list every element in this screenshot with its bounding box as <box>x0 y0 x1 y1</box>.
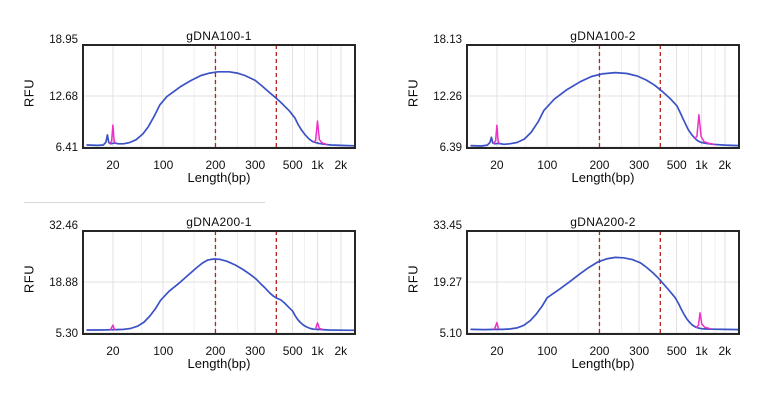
plot-area: 32.46 18.88 5.30 20 100 200 300 500 1k 2k <box>49 220 356 358</box>
panel-gdna200-2: gDNA200-2 RFU 33.45 19.27 5.10 20 100 200 300 5… <box>384 186 768 381</box>
y-tick-label: 32.46 <box>49 220 78 232</box>
upper-marker-peak <box>695 312 712 330</box>
row-separator-line <box>24 202 265 203</box>
y-tick-label: 12.68 <box>49 91 78 103</box>
y-tick-label: 12.26 <box>433 91 462 103</box>
y-tick-label: 18.88 <box>49 277 78 289</box>
x-tick-label: 2k <box>719 344 733 358</box>
x-tick-label: 200 <box>205 344 225 358</box>
y-tick-labels: 33.45 19.27 5.10 <box>433 220 462 340</box>
upper-marker-peak <box>312 120 328 145</box>
y-tick-labels: 18.13 12.26 6.39 <box>433 34 462 154</box>
x-tick-labels: 20 100 200 300 500 1k 2k <box>490 158 732 172</box>
grid-major <box>83 231 355 334</box>
x-axis-label: Length(bp) <box>571 170 635 185</box>
lower-marker-peak <box>109 324 116 331</box>
plot-border <box>82 44 356 149</box>
panel-gdna200-1: gDNA200-1 RFU 32.46 18.88 5.30 20 100 200 300 5… <box>0 186 384 381</box>
grid-major <box>467 45 739 148</box>
plot-border <box>466 44 740 149</box>
y-tick-label: 18.95 <box>49 34 78 46</box>
sample-trace <box>86 258 356 332</box>
x-tick-label: 500 <box>667 344 687 358</box>
x-tick-label: 300 <box>629 344 649 358</box>
grid-minor <box>525 45 716 148</box>
x-axis-label: Length(bp) <box>571 356 635 371</box>
grid-minor <box>141 45 332 148</box>
grid-minor <box>141 231 332 334</box>
sample-trace <box>470 71 740 147</box>
x-tick-label: 1k <box>695 158 709 172</box>
x-tick-label: 200 <box>205 158 225 172</box>
threshold-lines <box>214 45 277 148</box>
x-tick-label: 300 <box>245 158 265 172</box>
x-tick-label: 20 <box>106 158 120 172</box>
x-axis-label: Length(bp) <box>187 356 251 371</box>
x-tick-label: 500 <box>283 158 303 172</box>
plot-area: 18.95 12.68 6.41 20 100 200 300 500 1k 2k <box>49 34 356 172</box>
y-tick-label: 18.13 <box>433 34 462 46</box>
x-tick-label: 100 <box>537 344 557 358</box>
plot-border <box>466 230 740 335</box>
x-tick-label: 500 <box>283 344 303 358</box>
y-tick-labels: 32.46 18.88 5.30 <box>49 220 78 340</box>
upper-marker-peak <box>694 113 715 146</box>
y-tick-labels: 18.95 12.68 6.41 <box>49 34 78 154</box>
x-tick-label: 200 <box>589 344 609 358</box>
chart-title: gDNA200-1 <box>186 215 252 229</box>
y-tick-label: 5.30 <box>56 328 78 340</box>
x-tick-labels: 20 100 200 300 500 1k 2k <box>106 344 348 358</box>
chart-title: gDNA100-1 <box>186 29 252 43</box>
sample-trace <box>86 70 356 147</box>
lower-marker-peak <box>493 321 500 330</box>
x-tick-label: 2k <box>335 344 349 358</box>
upper-marker-peak <box>314 322 323 330</box>
x-axis-label: Length(bp) <box>187 170 251 185</box>
grid-major <box>467 231 739 334</box>
x-tick-label: 2k <box>335 158 349 172</box>
y-tick-label: 6.39 <box>440 142 462 154</box>
lower-marker-peak <box>109 124 117 145</box>
y-tick-label: 19.27 <box>433 277 462 289</box>
threshold-lines <box>598 45 661 148</box>
x-tick-label: 20 <box>106 344 120 358</box>
threshold-lines <box>598 231 661 334</box>
panel-gdna100-2: gDNA100-2 RFU 18.13 12.26 6.39 20 100 200 300 5… <box>384 0 768 195</box>
x-tick-label: 1k <box>695 344 709 358</box>
threshold-lines <box>214 231 277 334</box>
x-tick-label: 100 <box>153 158 173 172</box>
chart-title: gDNA100-2 <box>570 29 636 43</box>
x-tick-labels: 20 100 200 300 500 1k 2k <box>106 158 348 172</box>
grid-minor <box>525 231 716 334</box>
lower-marker-peak <box>493 124 501 145</box>
x-tick-label: 500 <box>667 158 687 172</box>
chart-title: gDNA200-2 <box>570 215 636 229</box>
panel-gdna100-1: gDNA100-1 RFU 18.95 12.68 6.41 20 100 200 300 5… <box>0 0 384 195</box>
x-tick-label: 20 <box>490 158 504 172</box>
x-tick-label: 20 <box>490 344 504 358</box>
grid-major <box>83 45 355 148</box>
x-tick-label: 100 <box>537 158 557 172</box>
x-tick-label: 100 <box>153 344 173 358</box>
plot-area: 18.13 12.26 6.39 20 100 200 300 500 1k 2k <box>433 34 740 172</box>
x-tick-label: 1k <box>311 344 325 358</box>
y-tick-label: 6.41 <box>56 142 78 154</box>
x-tick-label: 300 <box>629 158 649 172</box>
x-tick-label: 2k <box>719 158 733 172</box>
x-tick-label: 200 <box>589 158 609 172</box>
x-tick-label: 1k <box>311 158 325 172</box>
y-tick-label: 5.10 <box>440 328 462 340</box>
sample-trace <box>470 256 740 331</box>
plot-area: 33.45 19.27 5.10 20 100 200 300 500 1k 2k <box>433 220 740 358</box>
x-tick-label: 300 <box>245 344 265 358</box>
y-tick-label: 33.45 <box>433 220 462 232</box>
x-tick-labels: 20 100 200 300 500 1k 2k <box>490 344 732 358</box>
plot-border <box>82 230 356 335</box>
